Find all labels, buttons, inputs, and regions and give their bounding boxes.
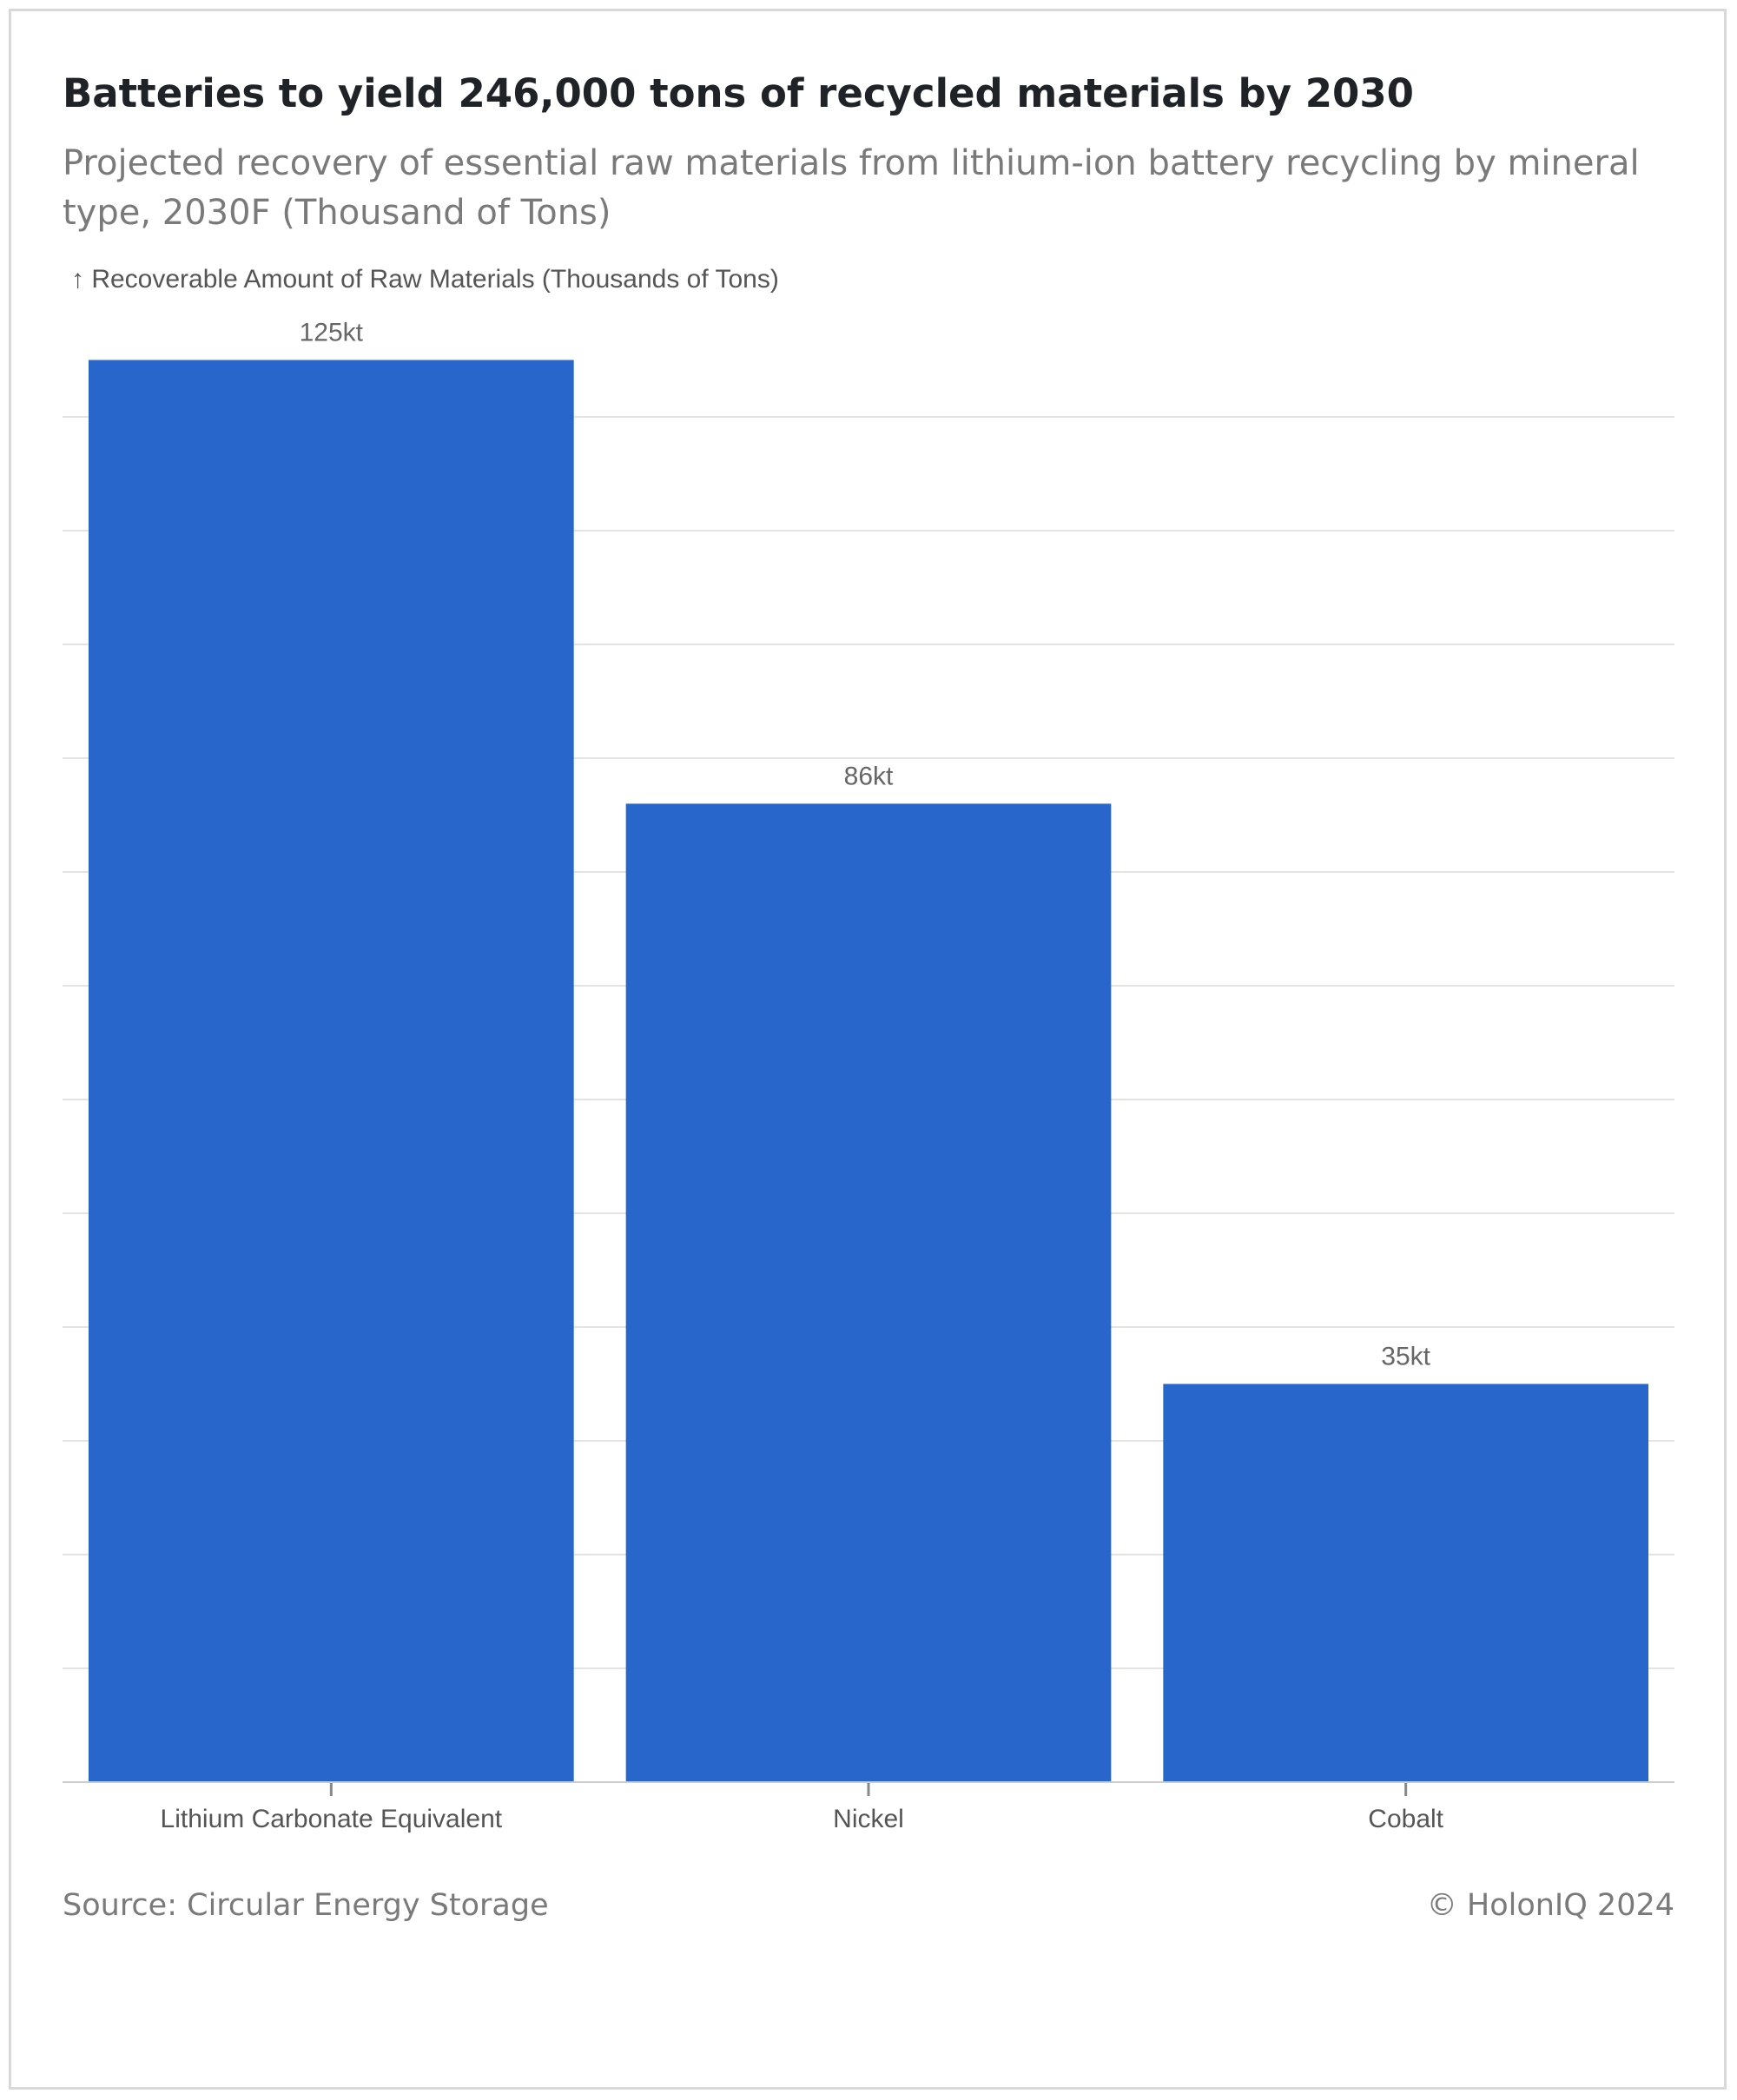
x-tick-label: Lithium Carbonate Equivalent	[161, 1805, 503, 1833]
source-note: Source: Circular Energy Storage	[63, 1888, 549, 1923]
bar-cobalt	[1163, 1383, 1648, 1782]
y-axis-label: ↑ Recoverable Amount of Raw Materials (T…	[71, 265, 779, 294]
chart-title: Batteries to yield 246,000 tons of recyc…	[63, 70, 1414, 116]
bar-lithium-carbonate-equivalent	[89, 360, 574, 1782]
data-label: 35kt	[1381, 1343, 1430, 1371]
bars	[89, 360, 1648, 1782]
copyright-note: © HolonIQ 2024	[1426, 1888, 1674, 1923]
x-tick-label: Nickel	[833, 1805, 904, 1833]
bar-nickel	[625, 803, 1112, 1782]
x-axis: Lithium Carbonate Equivalent Nickel Cobalt	[63, 1781, 1674, 1833]
chart-subtitle: Projected recovery of essential raw mate…	[63, 143, 1640, 233]
x-tick-label: Cobalt	[1368, 1805, 1443, 1833]
data-label: 125kt	[300, 319, 364, 347]
data-labels: 125kt 86kt 35kt	[300, 319, 1431, 1371]
data-label: 86kt	[844, 762, 894, 790]
